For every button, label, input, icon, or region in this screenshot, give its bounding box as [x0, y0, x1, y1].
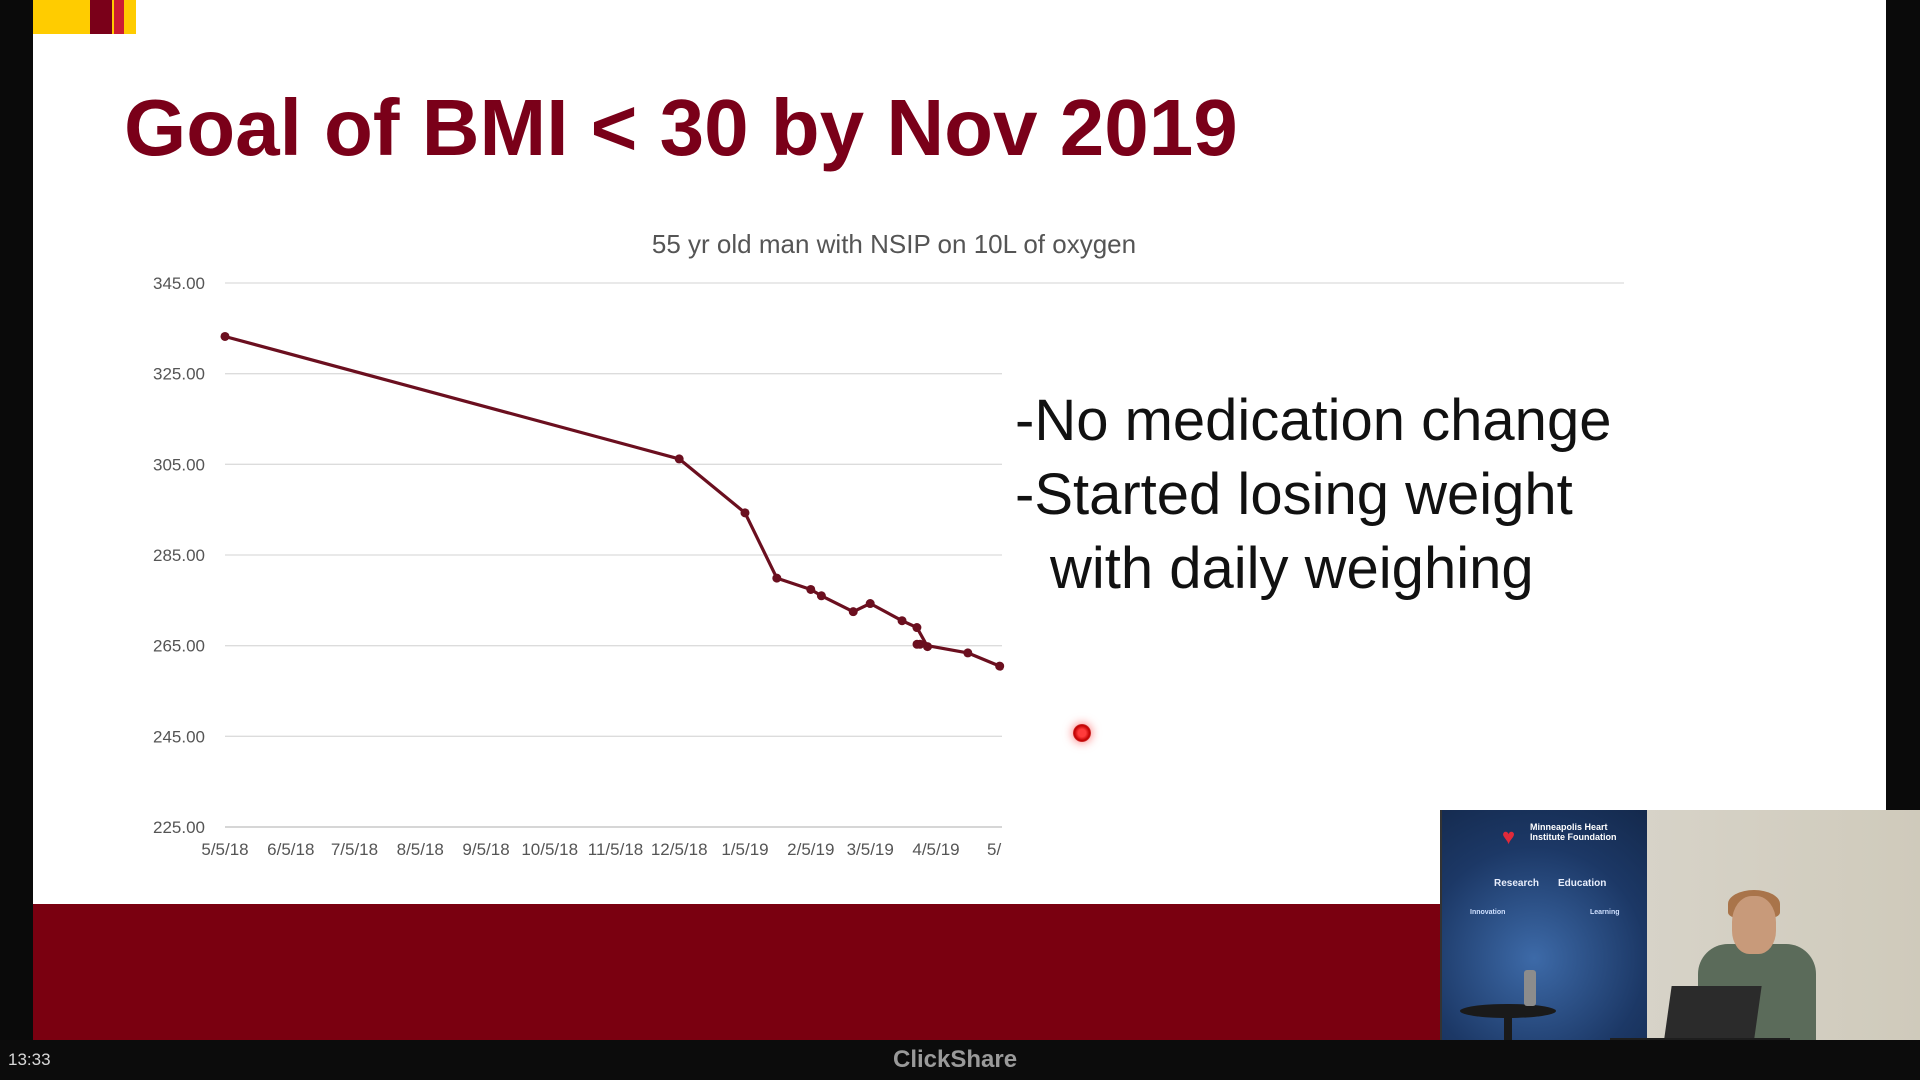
x-tick-label: 12/5/18 [651, 840, 708, 859]
y-tick-label: 265.00 [153, 637, 205, 656]
foundation-banner: ♥ Minneapolis Heart Institute Foundation… [1442, 810, 1647, 1080]
x-tick-label: 6/5/18 [267, 840, 314, 859]
bullet-started-losing-weight: -Started losing weight [1015, 462, 1573, 527]
y-tick-label: 345.00 [153, 274, 205, 293]
data-point [963, 648, 973, 658]
slide-bullets: -No medication change -Started losing we… [1015, 384, 1611, 606]
bullet-daily-weighing: with daily weighing [1050, 536, 1534, 601]
x-tick-label: 3/5/19 [847, 840, 894, 859]
university-logo-mark [33, 0, 136, 34]
weight-line-chart: 345.00 325.00 305.00 285.00 265.00 245.00 225.… [153, 229, 1624, 859]
x-tick-label: 9/5/18 [462, 840, 509, 859]
banner-innovation: Innovation [1470, 909, 1506, 916]
data-point [220, 331, 230, 341]
banner-learning: Learning [1590, 909, 1620, 916]
foundation-logo-text: Minneapolis Heart Institute Foundation [1530, 822, 1617, 842]
data-point [865, 599, 875, 609]
laptop [1664, 986, 1762, 1038]
y-tick-label: 225.00 [153, 818, 205, 837]
data-point [897, 616, 907, 626]
laser-pointer-dot [1073, 724, 1091, 742]
data-point [915, 639, 925, 649]
data-point [923, 642, 933, 652]
slide-title: Goal of BMI < 30 by Nov 2019 [124, 83, 1238, 172]
y-tick-label: 325.00 [153, 365, 205, 384]
speaker-head [1732, 896, 1776, 954]
data-point [772, 573, 782, 583]
banner-education: Education [1558, 878, 1607, 889]
clickshare-brand: ClickShare [893, 1046, 1018, 1073]
x-tick-label: 2/5/19 [787, 840, 834, 859]
data-point [848, 607, 858, 617]
x-tick-label: 4/5/19 [912, 840, 959, 859]
heart-logo-icon: ♥ [1502, 824, 1516, 849]
x-tick-label: 7/5/18 [331, 840, 378, 859]
x-tick-label: 5/5/18 [201, 840, 248, 859]
series-line [224, 334, 1004, 671]
x-tick-label: 5/ [987, 840, 1001, 859]
x-tick-label: 11/5/18 [588, 840, 643, 859]
data-point [912, 623, 922, 633]
y-tick-label: 245.00 [153, 727, 205, 746]
y-tick-label: 285.00 [153, 546, 205, 565]
y-tick-label: 305.00 [153, 455, 205, 474]
water-bottle [1524, 970, 1536, 1006]
clock: 13:33 [8, 1050, 51, 1069]
cocktail-table [1460, 1004, 1556, 1018]
data-point [674, 454, 684, 464]
x-tick-label: 8/5/18 [397, 840, 444, 859]
data-point [806, 584, 816, 594]
bullet-no-medication-change: -No medication change [1015, 388, 1612, 453]
data-point [740, 508, 750, 518]
chart-title: 55 yr old man with NSIP on 10L of oxygen [652, 229, 1136, 259]
data-point [995, 661, 1005, 671]
banner-research: Research [1494, 878, 1540, 889]
x-tick-label: 10/5/18 [521, 840, 578, 859]
status-bar: 13:33 ClickShare [0, 1040, 1920, 1080]
data-point [816, 591, 826, 601]
x-tick-label: 1/5/19 [721, 840, 768, 859]
